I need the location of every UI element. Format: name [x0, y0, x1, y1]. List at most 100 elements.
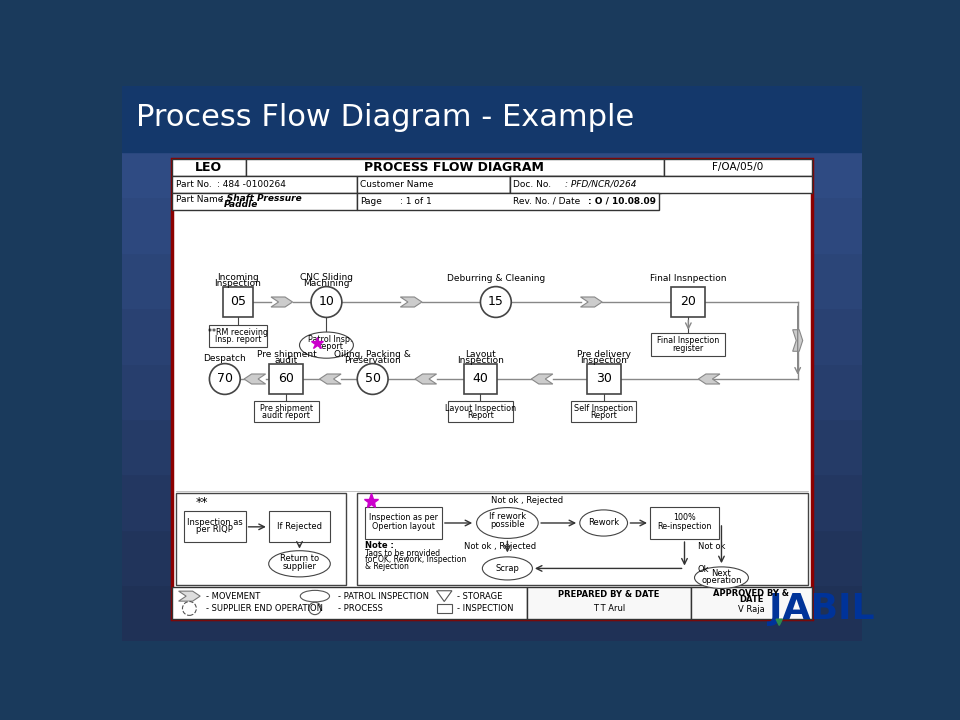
- Bar: [691, 587, 811, 619]
- Bar: [254, 400, 319, 422]
- Bar: [510, 176, 660, 193]
- Text: audit report: audit report: [262, 410, 310, 420]
- Text: - MOVEMENT: - MOVEMENT: [206, 592, 260, 600]
- Text: - PROCESS: - PROCESS: [338, 604, 383, 613]
- Text: V Raja: V Raja: [738, 606, 765, 614]
- Text: 05: 05: [229, 295, 246, 308]
- Text: 30: 30: [596, 372, 612, 385]
- Bar: [184, 511, 246, 542]
- Text: possible: possible: [491, 520, 525, 529]
- Text: Not ok , Rejected: Not ok , Rejected: [464, 542, 536, 552]
- Polygon shape: [320, 374, 341, 384]
- Text: : Shaft Pressure: : Shaft Pressure: [220, 194, 302, 202]
- Bar: [173, 159, 811, 619]
- Polygon shape: [437, 590, 452, 601]
- Bar: [269, 511, 330, 542]
- Text: Inspection: Inspection: [214, 279, 261, 288]
- Text: Note :: Note :: [365, 541, 394, 550]
- Text: F/OA/05/0: F/OA/05/0: [712, 162, 763, 172]
- Text: Pre delivery: Pre delivery: [577, 350, 631, 359]
- Text: Doc. No.: Doc. No.: [513, 180, 551, 189]
- Text: If rework: If rework: [489, 513, 526, 521]
- Bar: [177, 493, 346, 585]
- Polygon shape: [581, 297, 602, 307]
- Polygon shape: [793, 330, 803, 351]
- Text: 70: 70: [217, 372, 233, 385]
- Text: Paddle: Paddle: [224, 200, 258, 210]
- Ellipse shape: [482, 557, 533, 580]
- Bar: [587, 364, 620, 395]
- Text: report: report: [318, 342, 343, 351]
- Ellipse shape: [476, 508, 539, 539]
- Text: Pre shipment: Pre shipment: [260, 404, 313, 413]
- Text: 60: 60: [278, 372, 295, 385]
- Text: Despatch: Despatch: [204, 354, 246, 364]
- Text: Report: Report: [590, 410, 617, 420]
- Bar: [357, 176, 510, 193]
- Text: Final Inspection: Final Inspection: [658, 336, 719, 345]
- Bar: [270, 364, 303, 395]
- Text: Rework: Rework: [588, 518, 619, 528]
- Bar: [173, 159, 246, 176]
- Bar: [652, 333, 726, 356]
- Text: 15: 15: [488, 295, 504, 308]
- Text: Inspection as per: Inspection as per: [369, 513, 438, 522]
- Circle shape: [480, 287, 512, 318]
- Circle shape: [182, 601, 196, 616]
- Text: Not ok , Rejected: Not ok , Rejected: [491, 496, 563, 505]
- Text: 10: 10: [319, 295, 334, 308]
- Text: Self Inspection: Self Inspection: [574, 404, 634, 413]
- Text: Not ok: Not ok: [698, 542, 725, 552]
- Text: Opertion layout: Opertion layout: [372, 521, 435, 531]
- Text: - PATROL INSPECTION: - PATROL INSPECTION: [338, 592, 429, 600]
- Text: Machining: Machining: [303, 279, 349, 288]
- Polygon shape: [415, 374, 437, 384]
- Bar: [527, 587, 691, 619]
- Text: Inspection as: Inspection as: [187, 518, 243, 527]
- Text: Tags to be provided: Tags to be provided: [365, 549, 440, 557]
- Bar: [123, 197, 861, 253]
- Text: T T Arul: T T Arul: [593, 604, 625, 613]
- Bar: [448, 400, 513, 422]
- Bar: [464, 364, 497, 395]
- Text: : PFD/NCR/0264: : PFD/NCR/0264: [565, 180, 636, 189]
- Text: Final Insnpection: Final Insnpection: [650, 274, 727, 284]
- Polygon shape: [776, 619, 782, 626]
- Text: Page: Page: [360, 197, 382, 206]
- Text: APPROVED BY &: APPROVED BY &: [713, 588, 789, 598]
- Text: supplier: supplier: [282, 562, 317, 571]
- Text: Return to: Return to: [280, 554, 319, 563]
- Bar: [123, 364, 861, 419]
- Text: Inspection: Inspection: [580, 356, 627, 365]
- Text: Preservation: Preservation: [345, 356, 401, 365]
- Bar: [208, 325, 267, 346]
- Text: 50: 50: [365, 372, 381, 385]
- Bar: [571, 400, 636, 422]
- Text: Incoming: Incoming: [217, 273, 259, 282]
- Text: If Rejected: If Rejected: [277, 522, 322, 531]
- Text: Patrol Insp.: Patrol Insp.: [308, 336, 352, 344]
- Text: Scrap: Scrap: [495, 564, 519, 573]
- Bar: [123, 419, 861, 474]
- Text: Next: Next: [711, 569, 732, 577]
- Circle shape: [209, 364, 240, 395]
- Text: Report: Report: [468, 410, 493, 420]
- Text: 40: 40: [472, 372, 489, 385]
- Text: 20: 20: [681, 295, 696, 308]
- Circle shape: [357, 364, 388, 395]
- Bar: [223, 287, 253, 318]
- Text: operation: operation: [701, 576, 742, 585]
- Ellipse shape: [580, 510, 628, 536]
- Text: PREPARED BY & DATE: PREPARED BY & DATE: [559, 590, 660, 599]
- Text: Process Flow Diagram - Example: Process Flow Diagram - Example: [136, 103, 635, 132]
- Text: - SUPPLIER END OPERATION: - SUPPLIER END OPERATION: [206, 604, 324, 613]
- Bar: [173, 587, 527, 619]
- Bar: [357, 193, 660, 210]
- Text: - STORAGE: - STORAGE: [457, 592, 503, 600]
- Ellipse shape: [300, 332, 353, 359]
- Text: Rev. No. / Date: Rev. No. / Date: [513, 197, 580, 206]
- Text: per RIQP: per RIQP: [197, 526, 233, 534]
- Bar: [650, 507, 719, 539]
- Text: PROCESS FLOW DIAGRAM: PROCESS FLOW DIAGRAM: [365, 161, 544, 174]
- Polygon shape: [400, 297, 422, 307]
